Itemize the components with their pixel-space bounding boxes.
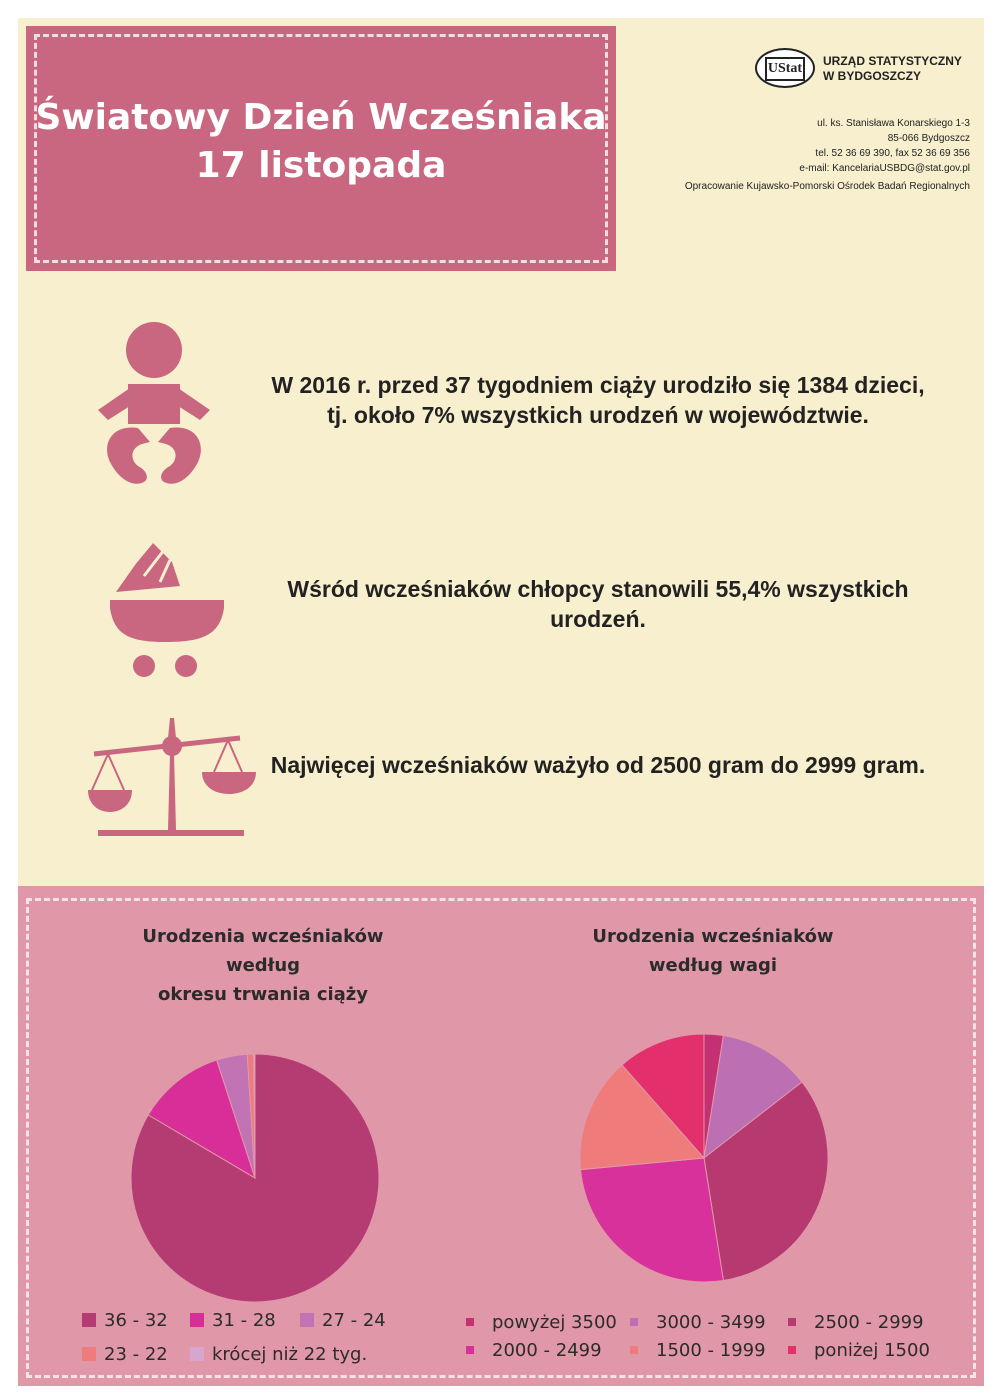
title-line-1: Światowy Dzień Wcześniaka: [35, 97, 607, 138]
title-line-2: 17 listopada: [195, 145, 447, 186]
pie-chart-gestation: [130, 1033, 829, 1303]
pie-slice-gestation-0: [130, 1053, 380, 1303]
pie-slice-weight-1: [703, 1034, 803, 1160]
legend-item-gestation: 31 - 28: [190, 1310, 276, 1332]
legend-label: 27 - 24: [322, 1310, 386, 1331]
legend-swatch: [788, 1318, 796, 1326]
legend-swatch: [466, 1318, 474, 1326]
legend-swatch: [300, 1313, 314, 1327]
pie-slice-weight-4: [579, 1064, 706, 1171]
pie-slice-gestation-1: [147, 1059, 256, 1180]
charts-section: Urodzenia wcześniaków według okresu trwa…: [18, 886, 984, 1386]
legend-item-weight: 1500 - 1999: [630, 1340, 766, 1362]
legend-swatch: [190, 1347, 204, 1361]
legend-item-gestation: 36 - 32: [82, 1310, 168, 1332]
charts-section-border: [26, 898, 976, 1378]
legend-swatch: [82, 1313, 96, 1327]
fact-boys-share: Wśród wcześniaków chłopcy stanowili 55,4…: [287, 576, 909, 632]
logo-text: UStat: [765, 57, 805, 81]
fact-weight-range: Najwięcej wcześniaków ważyło od 2500 gra…: [270, 752, 926, 778]
legend-item-weight: poniżej 1500: [788, 1340, 930, 1362]
legend-item-gestation: krócej niż 22 tyg.: [190, 1344, 367, 1366]
institution-header: UStat URZĄD STATYSTYCZNY W BYDGOSZCZY: [755, 48, 970, 96]
legend-label: 2000 - 2499: [492, 1340, 602, 1361]
legend-item-weight: 2000 - 2499: [466, 1340, 602, 1362]
legend-item-weight: 3000 - 3499: [630, 1312, 766, 1334]
legend-item-weight: powyżej 3500: [466, 1312, 617, 1334]
pie-slice-weight-2: [703, 1081, 829, 1282]
chart-title-gestation: Urodzenia wcześniaków według okresu trwa…: [142, 926, 384, 1005]
legend-label: 23 - 22: [104, 1344, 168, 1365]
pie-slice-gestation-4: [252, 1053, 256, 1179]
infographic-page: Światowy Dzień Wcześniaka 17 listopada U…: [18, 18, 984, 1386]
legend-label: 36 - 32: [104, 1310, 168, 1331]
legend-swatch: [630, 1318, 638, 1326]
institution-name-line-2: W BYDGOSZCZY: [823, 69, 921, 83]
title-card: Światowy Dzień Wcześniaka 17 listopada: [26, 26, 616, 271]
fact-preterm-births: W 2016 r. przed 37 tygodniem ciąży urodz…: [271, 372, 925, 428]
legend-item-gestation: 27 - 24: [300, 1310, 386, 1332]
baby-icon: [98, 322, 210, 484]
scale-icon: [88, 718, 256, 836]
institution-credit: Opracowanie Kujawsko-Pomorski Ośrodek Ba…: [684, 181, 970, 192]
legend-swatch: [82, 1347, 96, 1361]
legend-swatch: [788, 1346, 796, 1354]
institution-name-line-1: URZĄD STATYSTYCZNY: [823, 54, 962, 68]
legend-swatch: [190, 1313, 204, 1327]
stroller-icon: [110, 541, 224, 677]
legend-label: 31 - 28: [212, 1310, 276, 1331]
legend-label: 1500 - 1999: [656, 1340, 766, 1361]
page-title: Światowy Dzień Wcześniaka 17 listopada: [26, 94, 616, 190]
legend-label: 3000 - 3499: [656, 1312, 766, 1333]
pie-slice-weight-5: [621, 1033, 705, 1160]
legend-item-gestation: 23 - 22: [82, 1344, 168, 1366]
pie-slice-weight-3: [580, 1157, 724, 1283]
legend-label: poniżej 1500: [814, 1340, 930, 1361]
institution-name: URZĄD STATYSTYCZNY W BYDGOSZCZY: [823, 54, 962, 84]
ustat-logo: UStat: [755, 48, 815, 88]
legend-swatch: [630, 1346, 638, 1354]
legend-label: powyżej 3500: [492, 1312, 617, 1333]
institution-address: ul. ks. Stanisława Konarskiego 1-3 85-06…: [799, 118, 970, 174]
legend-label: 2500 - 2999: [814, 1312, 924, 1333]
title-card-border: [34, 34, 608, 263]
chart-title-weight: Urodzenia wcześniaków według wagi: [592, 926, 834, 976]
legend-item-weight: 2500 - 2999: [788, 1312, 924, 1334]
legend-label: krócej niż 22 tyg.: [212, 1344, 368, 1365]
legend-swatch: [466, 1346, 474, 1354]
